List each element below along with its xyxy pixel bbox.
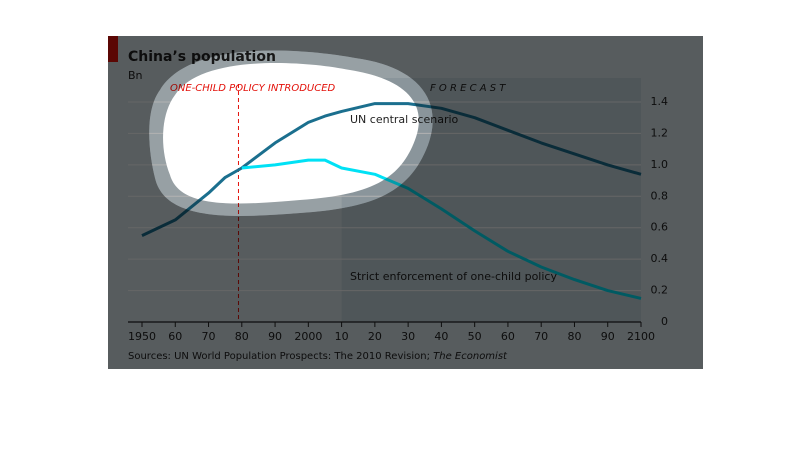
legend-label: UN central scenario (350, 113, 459, 126)
overlay (108, 36, 703, 369)
overlay-ring (149, 50, 433, 216)
annotation: ONE-CHILD POLICY INTRODUCED (170, 83, 336, 94)
